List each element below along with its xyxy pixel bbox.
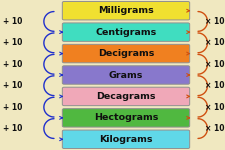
Text: + 10: + 10: [3, 81, 22, 90]
Text: × 10: × 10: [205, 124, 225, 133]
Text: Milligrams: Milligrams: [98, 6, 154, 15]
Text: Kilograms: Kilograms: [99, 135, 153, 144]
FancyBboxPatch shape: [62, 130, 190, 148]
Text: + 10: + 10: [3, 60, 22, 69]
Text: × 10: × 10: [205, 38, 225, 47]
Text: + 10: + 10: [3, 103, 22, 112]
Text: × 10: × 10: [205, 81, 225, 90]
Text: Centigrams: Centigrams: [95, 28, 157, 37]
Text: Decagrams: Decagrams: [96, 92, 156, 101]
Text: × 10: × 10: [205, 17, 225, 26]
FancyBboxPatch shape: [62, 44, 190, 63]
Text: + 10: + 10: [3, 124, 22, 133]
Text: Grams: Grams: [109, 70, 143, 80]
Text: × 10: × 10: [205, 103, 225, 112]
Text: Decigrams: Decigrams: [98, 49, 154, 58]
Text: + 10: + 10: [3, 17, 22, 26]
FancyBboxPatch shape: [62, 23, 190, 41]
Text: × 10: × 10: [205, 60, 225, 69]
Text: + 10: + 10: [3, 38, 22, 47]
FancyBboxPatch shape: [62, 87, 190, 106]
FancyBboxPatch shape: [62, 2, 190, 20]
FancyBboxPatch shape: [62, 66, 190, 84]
Text: Hectograms: Hectograms: [94, 113, 158, 122]
FancyBboxPatch shape: [62, 109, 190, 127]
